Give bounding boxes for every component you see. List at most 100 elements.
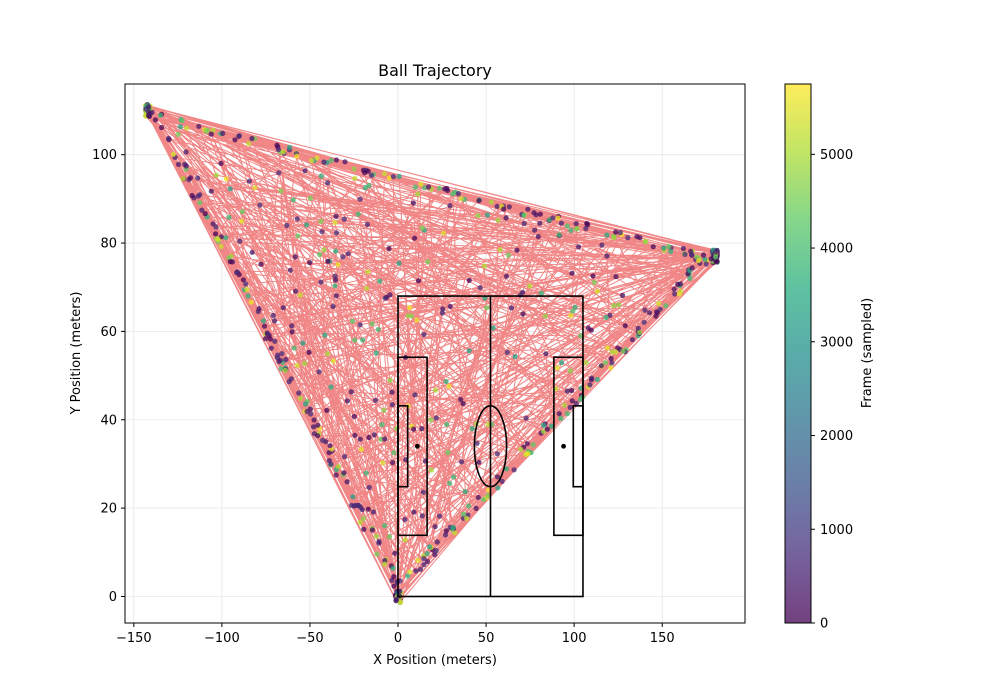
trajectory-point [246, 141, 252, 147]
trajectory-point [609, 349, 615, 355]
trajectory-point [442, 532, 449, 538]
trajectory-point [432, 387, 439, 393]
trajectory-point [407, 569, 413, 575]
trajectory-point [494, 451, 500, 457]
trajectory-point [505, 252, 512, 258]
trajectory-point [311, 417, 317, 423]
trajectory-point [415, 191, 421, 197]
trajectory-point [657, 306, 663, 312]
trajectory-point [576, 244, 582, 250]
trajectory-point [391, 583, 397, 589]
trajectory-point [583, 360, 589, 366]
trajectory-points [143, 102, 721, 606]
trajectory-point [335, 464, 341, 470]
trajectory-point [609, 360, 615, 366]
trajectory-point [613, 229, 619, 235]
trajectory-point [714, 259, 720, 265]
x-tick-label: −50 [296, 631, 323, 646]
trajectory-point [398, 599, 404, 605]
trajectory-point [433, 548, 439, 554]
trajectory-point [248, 299, 254, 305]
trajectory-point [485, 492, 491, 499]
trajectory-point [469, 426, 475, 432]
trajectory-point [318, 279, 324, 285]
trajectory-point [607, 312, 613, 318]
trajectory-point [564, 223, 570, 229]
trajectory-point [249, 249, 255, 255]
trajectory-point [232, 137, 238, 143]
trajectory-point [436, 185, 442, 191]
trajectory-point [415, 557, 421, 563]
trajectory-point [226, 214, 232, 220]
trajectory-point [390, 565, 396, 571]
trajectory-point [504, 349, 510, 355]
trajectory-point [521, 220, 527, 227]
trajectory-point [246, 178, 252, 184]
trajectory-point [495, 217, 501, 223]
trajectory-point [227, 186, 233, 192]
trajectory-point [503, 215, 509, 221]
trajectory-point [351, 166, 357, 172]
trajectory-point [444, 187, 451, 193]
trajectory-point [371, 432, 377, 438]
trajectory-point [165, 135, 172, 142]
y-tick-label: 60 [100, 325, 117, 340]
trajectory-point [289, 329, 295, 335]
trajectory-point [559, 360, 565, 366]
trajectory-point [407, 305, 413, 311]
trajectory-point [656, 300, 662, 307]
trajectory-point [218, 243, 224, 250]
trajectory-point [588, 327, 594, 333]
trajectory-point [363, 470, 369, 476]
x-tick-label: 150 [650, 631, 675, 646]
trajectory-point [713, 254, 719, 260]
trajectory-point [421, 556, 427, 562]
trajectory-point [583, 225, 589, 232]
trajectory-point [182, 161, 188, 167]
trajectory-point [426, 544, 433, 550]
trajectory-point [278, 188, 284, 194]
colorbar-tick-label: 5000 [820, 148, 853, 163]
trajectory-point [366, 484, 372, 490]
trajectory-point [374, 551, 380, 557]
plot-frame [124, 83, 746, 624]
trajectory-point [320, 437, 326, 443]
trajectory-point [477, 285, 483, 291]
trajectory-point [573, 221, 579, 227]
trajectory-point [275, 352, 281, 358]
trajectory-point [208, 188, 214, 194]
trajectory-point [415, 278, 422, 284]
trajectory-point [215, 236, 221, 242]
trajectory-point [318, 173, 324, 179]
trajectory-point [611, 235, 617, 241]
trajectory-point [480, 497, 487, 503]
trajectory-point [386, 175, 392, 181]
trajectory-point [362, 170, 368, 176]
colorbar-tick-label: 4000 [820, 242, 853, 257]
trajectory-point [428, 417, 434, 423]
trajectory-point [682, 251, 688, 257]
trajectory-point [543, 351, 549, 357]
trajectory-point [447, 203, 453, 209]
trajectory-point [590, 273, 596, 279]
trajectory-point [405, 573, 411, 579]
trajectory-point [553, 386, 559, 392]
right-goal-area [572, 405, 584, 488]
trajectory-point [520, 311, 526, 317]
trajectory-point [554, 365, 560, 371]
trajectory-point [629, 337, 636, 343]
trajectory-point [272, 318, 278, 324]
trajectory-point [604, 345, 611, 351]
trajectory-point [382, 561, 388, 567]
colorbar-tick-label: 1000 [820, 523, 853, 538]
trajectory-point [184, 125, 190, 131]
trajectory-point [325, 180, 331, 186]
trajectory-point [550, 215, 556, 221]
trajectory-point [517, 292, 524, 298]
trajectory-point [603, 314, 609, 321]
trajectory-point [462, 489, 468, 495]
trajectory-point [620, 292, 626, 298]
trajectory-point [332, 283, 338, 289]
trajectory-point [391, 450, 397, 456]
trajectory-point [460, 401, 466, 407]
